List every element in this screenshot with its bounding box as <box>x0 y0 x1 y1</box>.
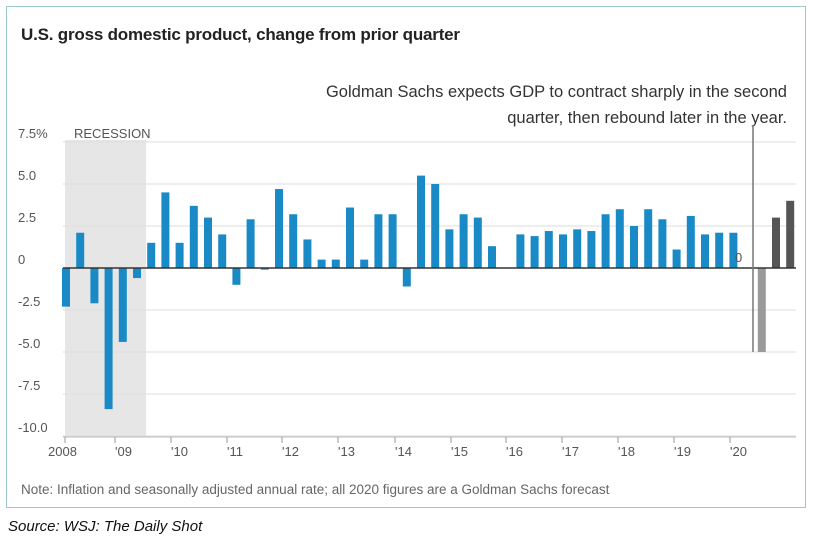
source-caption: Source: WSJ: The Daily Shot <box>8 518 203 535</box>
x-tick-label: '19 <box>674 444 691 459</box>
x-tick-label: '09 <box>115 444 132 459</box>
bar <box>346 207 354 268</box>
bar <box>601 214 610 268</box>
bar <box>360 259 369 268</box>
x-tick-label: '18 <box>618 444 635 459</box>
bar <box>445 229 454 268</box>
y-tick-label: -5.0 <box>18 336 40 351</box>
bar <box>488 246 496 268</box>
x-tick-label: '17 <box>562 444 579 459</box>
x-tick-label: '16 <box>506 444 523 459</box>
bar <box>658 219 667 268</box>
bar <box>189 205 198 268</box>
bar <box>275 189 283 268</box>
bar <box>204 217 212 268</box>
bar <box>729 232 738 268</box>
x-tick-label: '13 <box>338 444 355 459</box>
bar <box>402 268 411 287</box>
bar <box>317 259 326 268</box>
bar <box>516 234 525 268</box>
y-tick-label: 5.0 <box>18 168 36 183</box>
recession-label: RECESSION <box>74 126 151 141</box>
bar <box>701 234 709 268</box>
bar <box>62 268 70 307</box>
bar <box>772 217 780 268</box>
y-tick-label: 7.5% <box>18 126 48 141</box>
x-tick-label: '15 <box>451 444 468 459</box>
bar <box>289 214 298 268</box>
y-tick-label: 0 <box>18 252 25 267</box>
bar <box>76 232 85 268</box>
bar <box>232 268 241 285</box>
x-tick-label: '10 <box>171 444 188 459</box>
bar <box>473 217 482 268</box>
bar <box>161 192 170 268</box>
bar <box>303 239 312 268</box>
chart-annotation: Goldman Sachs expects GDP to contract sh… <box>325 83 787 127</box>
bar <box>90 268 99 304</box>
bar <box>757 268 766 352</box>
bar <box>388 214 397 268</box>
bar <box>459 214 468 268</box>
bar <box>644 209 653 268</box>
bar <box>686 215 695 268</box>
bar <box>715 232 724 268</box>
x-tick-label: '20 <box>730 444 747 459</box>
x-tick-label: '12 <box>282 444 299 459</box>
zero-value-label: 0 <box>735 250 742 265</box>
bar <box>246 219 255 268</box>
bar <box>218 234 227 268</box>
bar <box>786 200 795 268</box>
bar <box>573 229 582 268</box>
bar <box>104 268 113 410</box>
bar <box>118 268 127 342</box>
bar <box>559 234 567 268</box>
bar <box>530 236 539 268</box>
chart-title: U.S. gross domestic product, change from… <box>21 25 460 44</box>
y-tick-label: 2.5 <box>18 210 36 225</box>
x-tick-label: '11 <box>227 444 243 459</box>
bar <box>175 242 184 268</box>
y-tick-label: -7.5 <box>18 378 40 393</box>
bar <box>417 175 425 268</box>
y-tick-label: -2.5 <box>18 294 40 309</box>
bar <box>544 231 553 268</box>
bar <box>615 209 624 268</box>
x-tick-label: 2008 <box>48 444 77 459</box>
bar <box>331 259 340 268</box>
bar <box>260 268 269 270</box>
x-tick-label: '14 <box>395 444 412 459</box>
bar <box>374 214 383 268</box>
bar <box>630 226 638 268</box>
bar <box>147 242 156 268</box>
bar <box>431 184 440 268</box>
bar <box>587 231 596 268</box>
y-tick-label: -10.0 <box>18 420 48 435</box>
bar <box>672 249 681 268</box>
chart-note: Note: Inflation and seasonally adjusted … <box>21 482 610 497</box>
bar <box>133 268 141 279</box>
